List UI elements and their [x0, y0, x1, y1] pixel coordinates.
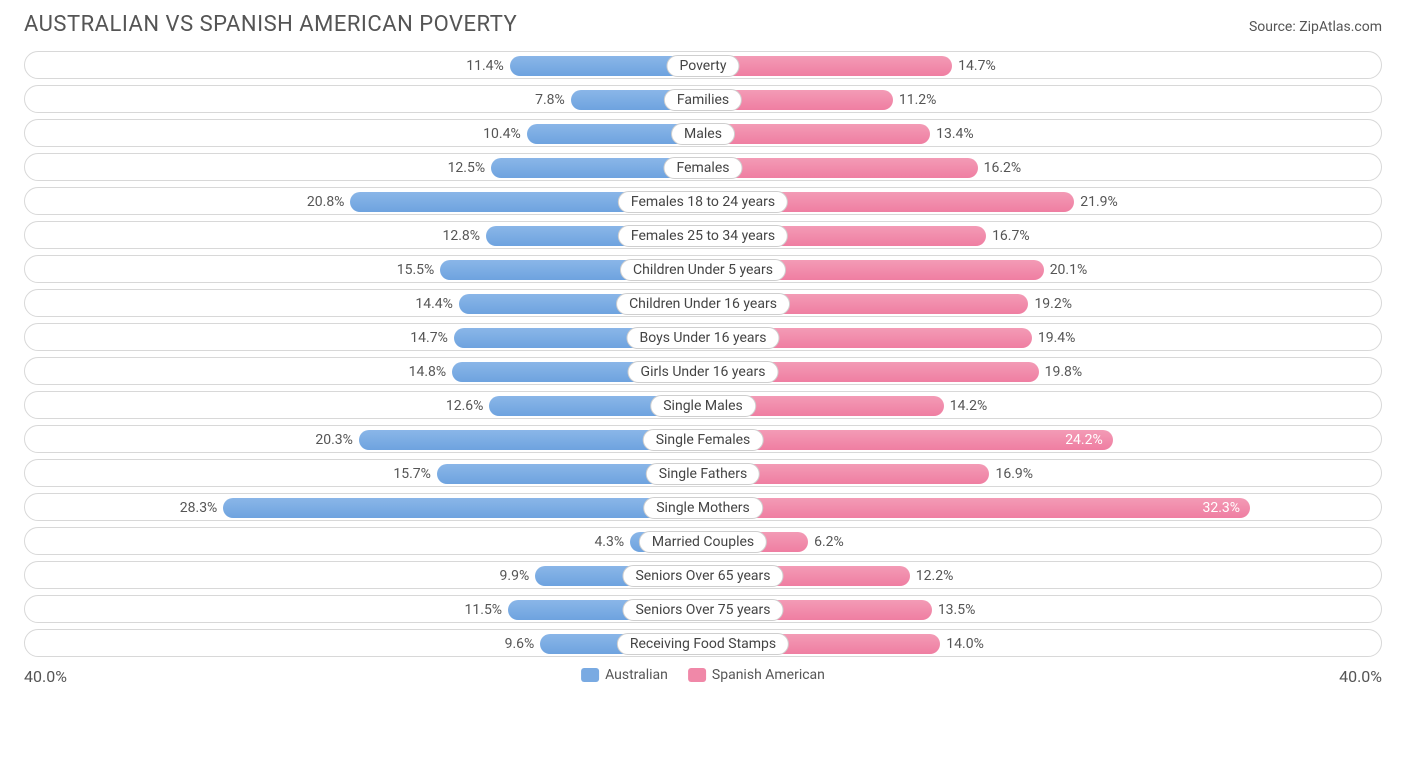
value-label-right: 14.7%: [958, 52, 996, 79]
legend-label-right: Spanish American: [712, 667, 825, 683]
value-label-left: 7.8%: [535, 86, 565, 113]
value-label-right: 21.9%: [1080, 188, 1118, 215]
category-pill: Single Females: [643, 429, 764, 451]
value-label-left: 10.4%: [483, 120, 521, 147]
value-label-left: 20.3%: [315, 426, 353, 453]
chart-row: 9.9% 12.2% Seniors Over 65 years: [24, 561, 1382, 589]
chart-row: 14.8% 19.8% Girls Under 16 years: [24, 357, 1382, 385]
value-label-right: 6.2%: [814, 528, 844, 555]
bar-right: [703, 56, 952, 76]
value-label-right: 19.8%: [1045, 358, 1083, 385]
bar-right: [703, 124, 930, 144]
category-pill: Seniors Over 75 years: [622, 599, 783, 621]
value-label-right: 19.4%: [1038, 324, 1076, 351]
value-label-left: 28.3%: [180, 494, 218, 521]
value-label-right: 19.2%: [1034, 290, 1072, 317]
category-pill: Females 25 to 34 years: [618, 225, 788, 247]
bar-right: [703, 498, 1250, 518]
bar-left: [223, 498, 703, 518]
value-label-left: 12.5%: [448, 154, 486, 181]
category-pill: Seniors Over 65 years: [622, 565, 783, 587]
value-label-right: 24.2%: [1065, 426, 1103, 453]
category-pill: Boys Under 16 years: [626, 327, 779, 349]
category-pill: Females 18 to 24 years: [618, 191, 788, 213]
chart-row: 15.5% 20.1% Children Under 5 years: [24, 255, 1382, 283]
legend-label-left: Australian: [605, 667, 668, 683]
chart-row: 14.4% 19.2% Children Under 16 years: [24, 289, 1382, 317]
value-label-left: 20.8%: [307, 188, 345, 215]
category-pill: Females: [664, 157, 743, 179]
category-pill: Children Under 5 years: [620, 259, 786, 281]
header: AUSTRALIAN VS SPANISH AMERICAN POVERTY S…: [24, 12, 1382, 37]
value-label-left: 11.5%: [465, 596, 503, 623]
chart-footer: 40.0% Australian Spanish American 40.0%: [24, 663, 1382, 693]
bar-right: [703, 158, 978, 178]
category-pill: Single Mothers: [643, 497, 763, 519]
value-label-left: 14.7%: [410, 324, 448, 351]
legend-item-left: Australian: [581, 667, 668, 683]
legend-swatch-right: [688, 668, 706, 682]
category-pill: Receiving Food Stamps: [617, 633, 789, 655]
axis-label-right: 40.0%: [1339, 667, 1382, 686]
chart-row: 7.8% 11.2% Families: [24, 85, 1382, 113]
chart-row: 4.3% 6.2% Married Couples: [24, 527, 1382, 555]
value-label-left: 4.3%: [594, 528, 624, 555]
chart-row: 11.4% 14.7% Poverty: [24, 51, 1382, 79]
value-label-right: 11.2%: [899, 86, 937, 113]
value-label-right: 20.1%: [1050, 256, 1088, 283]
value-label-right: 16.7%: [992, 222, 1030, 249]
value-label-right: 13.5%: [938, 596, 976, 623]
chart-row: 12.5% 16.2% Females: [24, 153, 1382, 181]
value-label-left: 14.4%: [415, 290, 453, 317]
category-pill: Families: [664, 89, 742, 111]
value-label-right: 12.2%: [916, 562, 954, 589]
category-pill: Children Under 16 years: [616, 293, 790, 315]
chart-area: 11.4%14.7%Poverty7.8%11.2%Families10.4%1…: [24, 51, 1382, 657]
value-label-right: 14.2%: [950, 392, 988, 419]
source-attribution: Source: ZipAtlas.com: [1249, 19, 1382, 35]
value-label-left: 9.9%: [500, 562, 530, 589]
chart-row: 12.6% 14.2% Single Males: [24, 391, 1382, 419]
category-pill: Males: [671, 123, 735, 145]
value-label-left: 12.6%: [446, 392, 484, 419]
chart-row: 11.5% 13.5% Seniors Over 75 years: [24, 595, 1382, 623]
value-label-right: 16.9%: [995, 460, 1033, 487]
category-pill: Single Fathers: [646, 463, 760, 485]
value-label-right: 14.0%: [946, 630, 984, 657]
value-label-left: 12.8%: [442, 222, 480, 249]
chart-row: 12.8% 16.7% Females 25 to 34 years: [24, 221, 1382, 249]
chart-row: 9.6% 14.0% Receiving Food Stamps: [24, 629, 1382, 657]
chart-row: 20.3% 24.2% Single Females: [24, 425, 1382, 453]
value-label-left: 9.6%: [505, 630, 535, 657]
category-pill: Girls Under 16 years: [628, 361, 779, 383]
chart-row: 10.4% 13.4% Males: [24, 119, 1382, 147]
value-label-left: 15.5%: [397, 256, 435, 283]
chart-row: 28.3% 32.3% Single Mothers: [24, 493, 1382, 521]
chart-row: 15.7% 16.9% Single Fathers: [24, 459, 1382, 487]
category-pill: Poverty: [666, 55, 739, 77]
value-label-left: 14.8%: [409, 358, 447, 385]
chart-row: 14.7% 19.4% Boys Under 16 years: [24, 323, 1382, 351]
bar-right: [703, 430, 1113, 450]
category-pill: Single Males: [650, 395, 756, 417]
legend-item-right: Spanish American: [688, 667, 825, 683]
axis-label-left: 40.0%: [24, 667, 67, 686]
value-label-right: 16.2%: [984, 154, 1022, 181]
chart-title: AUSTRALIAN VS SPANISH AMERICAN POVERTY: [24, 12, 517, 37]
chart-row: 20.8% 21.9% Females 18 to 24 years: [24, 187, 1382, 215]
value-label-left: 11.4%: [466, 52, 504, 79]
category-pill: Married Couples: [639, 531, 767, 553]
legend-swatch-left: [581, 668, 599, 682]
legend: Australian Spanish American: [581, 667, 825, 683]
value-label-right: 32.3%: [1202, 494, 1240, 521]
value-label-left: 15.7%: [393, 460, 431, 487]
value-label-right: 13.4%: [936, 120, 974, 147]
